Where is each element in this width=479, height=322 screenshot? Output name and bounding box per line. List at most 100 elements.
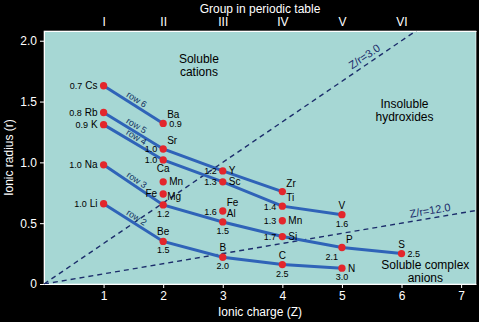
tick-mark <box>40 102 44 103</box>
ion-symbol: Y <box>229 165 236 176</box>
tick-label: 0 <box>30 277 37 291</box>
ion-point <box>279 188 286 195</box>
ion-value: 0.9 <box>169 119 182 129</box>
ratio-line-label: Z/r=3.0 <box>346 42 382 72</box>
labels: Z/r=3.0Z/r=12.0row 6row 5row 4row 3row 2… <box>69 42 469 285</box>
ion-symbol: Rb <box>85 107 98 118</box>
ion-point <box>100 121 107 128</box>
tick: 2 <box>160 284 167 303</box>
region-label: Soluble <box>179 52 219 66</box>
ion-point <box>219 218 226 225</box>
ion-point <box>338 211 345 218</box>
ion-symbol: Sr <box>167 135 178 146</box>
tick: 7 <box>458 284 465 303</box>
ion-point <box>279 233 286 240</box>
tick-mark <box>40 41 44 42</box>
tick-label: 5 <box>339 289 346 303</box>
ion-point <box>160 238 167 245</box>
tick-label: 1.5 <box>20 95 37 109</box>
ion-point <box>100 200 107 207</box>
ion-value: 0.9 <box>75 120 88 130</box>
ion-symbol: K <box>91 119 98 130</box>
row-line <box>104 165 402 254</box>
ion-value: 1.6 <box>336 219 349 229</box>
ion-symbol: C <box>279 250 286 261</box>
ion-symbol: Ti <box>286 192 294 203</box>
ion-point <box>279 202 286 209</box>
tick-label: 1 <box>101 289 108 303</box>
ion-point <box>160 201 167 208</box>
tick: 0 <box>30 277 44 291</box>
ion-point <box>398 250 405 257</box>
ion-symbol: Fe <box>227 197 239 208</box>
ion-point <box>160 145 167 152</box>
ion-value: 1.7 <box>264 232 277 242</box>
tick-label: VI <box>396 15 407 29</box>
ion-value: 2.1 <box>325 252 338 262</box>
region-label: cations <box>180 65 218 79</box>
region-label: hydroxides <box>375 110 433 124</box>
region-label: anions <box>408 271 443 285</box>
tick-label: IV <box>277 15 288 29</box>
row-label: row 3 <box>125 170 149 191</box>
tick-mark <box>402 284 403 288</box>
ion-value: 0.7 <box>70 81 83 91</box>
ratio-line <box>44 31 476 284</box>
ion-symbol: Li <box>90 198 98 209</box>
tick-label: 1.0 <box>20 156 37 170</box>
tick: 6 <box>399 284 406 303</box>
ion-point <box>160 190 167 197</box>
tick: 1.5 <box>20 95 44 109</box>
ion-symbol: Al <box>227 208 236 219</box>
ratio-line-label: Z/r=12.0 <box>409 201 452 220</box>
ion-symbol: Fe <box>146 188 158 199</box>
tick: 0.5 <box>20 217 44 231</box>
tick-mark <box>223 284 224 288</box>
tick-label: 3 <box>220 289 227 303</box>
ion-point <box>338 244 345 251</box>
ion-symbol: N <box>348 263 355 274</box>
tick: 3 <box>220 284 227 303</box>
tick-label: I <box>102 15 105 29</box>
tick: IV <box>277 15 288 31</box>
ion-point <box>160 178 167 185</box>
tick: 2.0 <box>20 34 44 48</box>
ion-value: 1.5 <box>217 226 230 236</box>
x-axis: 1 2 3 4 5 6 7 <box>45 284 477 303</box>
tick-mark <box>104 284 105 288</box>
tick: 5 <box>339 284 346 303</box>
ion-symbol: S <box>398 239 405 250</box>
tick-label: II <box>160 15 167 29</box>
ion-value: 1.3 <box>204 177 217 187</box>
tick-label: 6 <box>399 289 406 303</box>
tick-label: 4 <box>280 289 287 303</box>
tick-label: 2 <box>160 289 167 303</box>
tick-mark <box>342 284 343 288</box>
ion-value: 0.8 <box>69 108 82 118</box>
ion-value: 1.0 <box>69 160 82 170</box>
top-axis-title: Group in periodic table <box>200 2 321 16</box>
tick-mark <box>282 284 283 288</box>
ion-symbol: Sc <box>229 176 241 187</box>
ion-value: 1.6 <box>204 207 217 217</box>
ion-value: 1.4 <box>264 202 277 212</box>
ion-symbol: Be <box>157 226 170 237</box>
row-label: row 6 <box>125 89 149 109</box>
tick-label: 2.0 <box>20 34 37 48</box>
tick: I <box>102 15 105 31</box>
ion-symbol: Mn <box>288 215 302 226</box>
chart-root: 123456700.51.01.52.0IIIIIIIVVVIGroup in … <box>0 0 479 322</box>
tick: 4 <box>280 284 287 303</box>
ion-symbol: Mg <box>167 191 181 202</box>
tick: 1.0 <box>20 156 44 170</box>
ion-point <box>279 217 286 224</box>
ion-symbol: Ca <box>157 163 170 174</box>
ion-point <box>100 161 107 168</box>
plot-area <box>44 31 476 284</box>
tick: II <box>160 15 167 31</box>
ion-point <box>279 261 286 268</box>
ion-symbol: V <box>339 200 346 211</box>
tick-label: III <box>218 15 228 29</box>
ion-symbol: Zr <box>286 178 296 189</box>
tick: III <box>218 15 228 31</box>
